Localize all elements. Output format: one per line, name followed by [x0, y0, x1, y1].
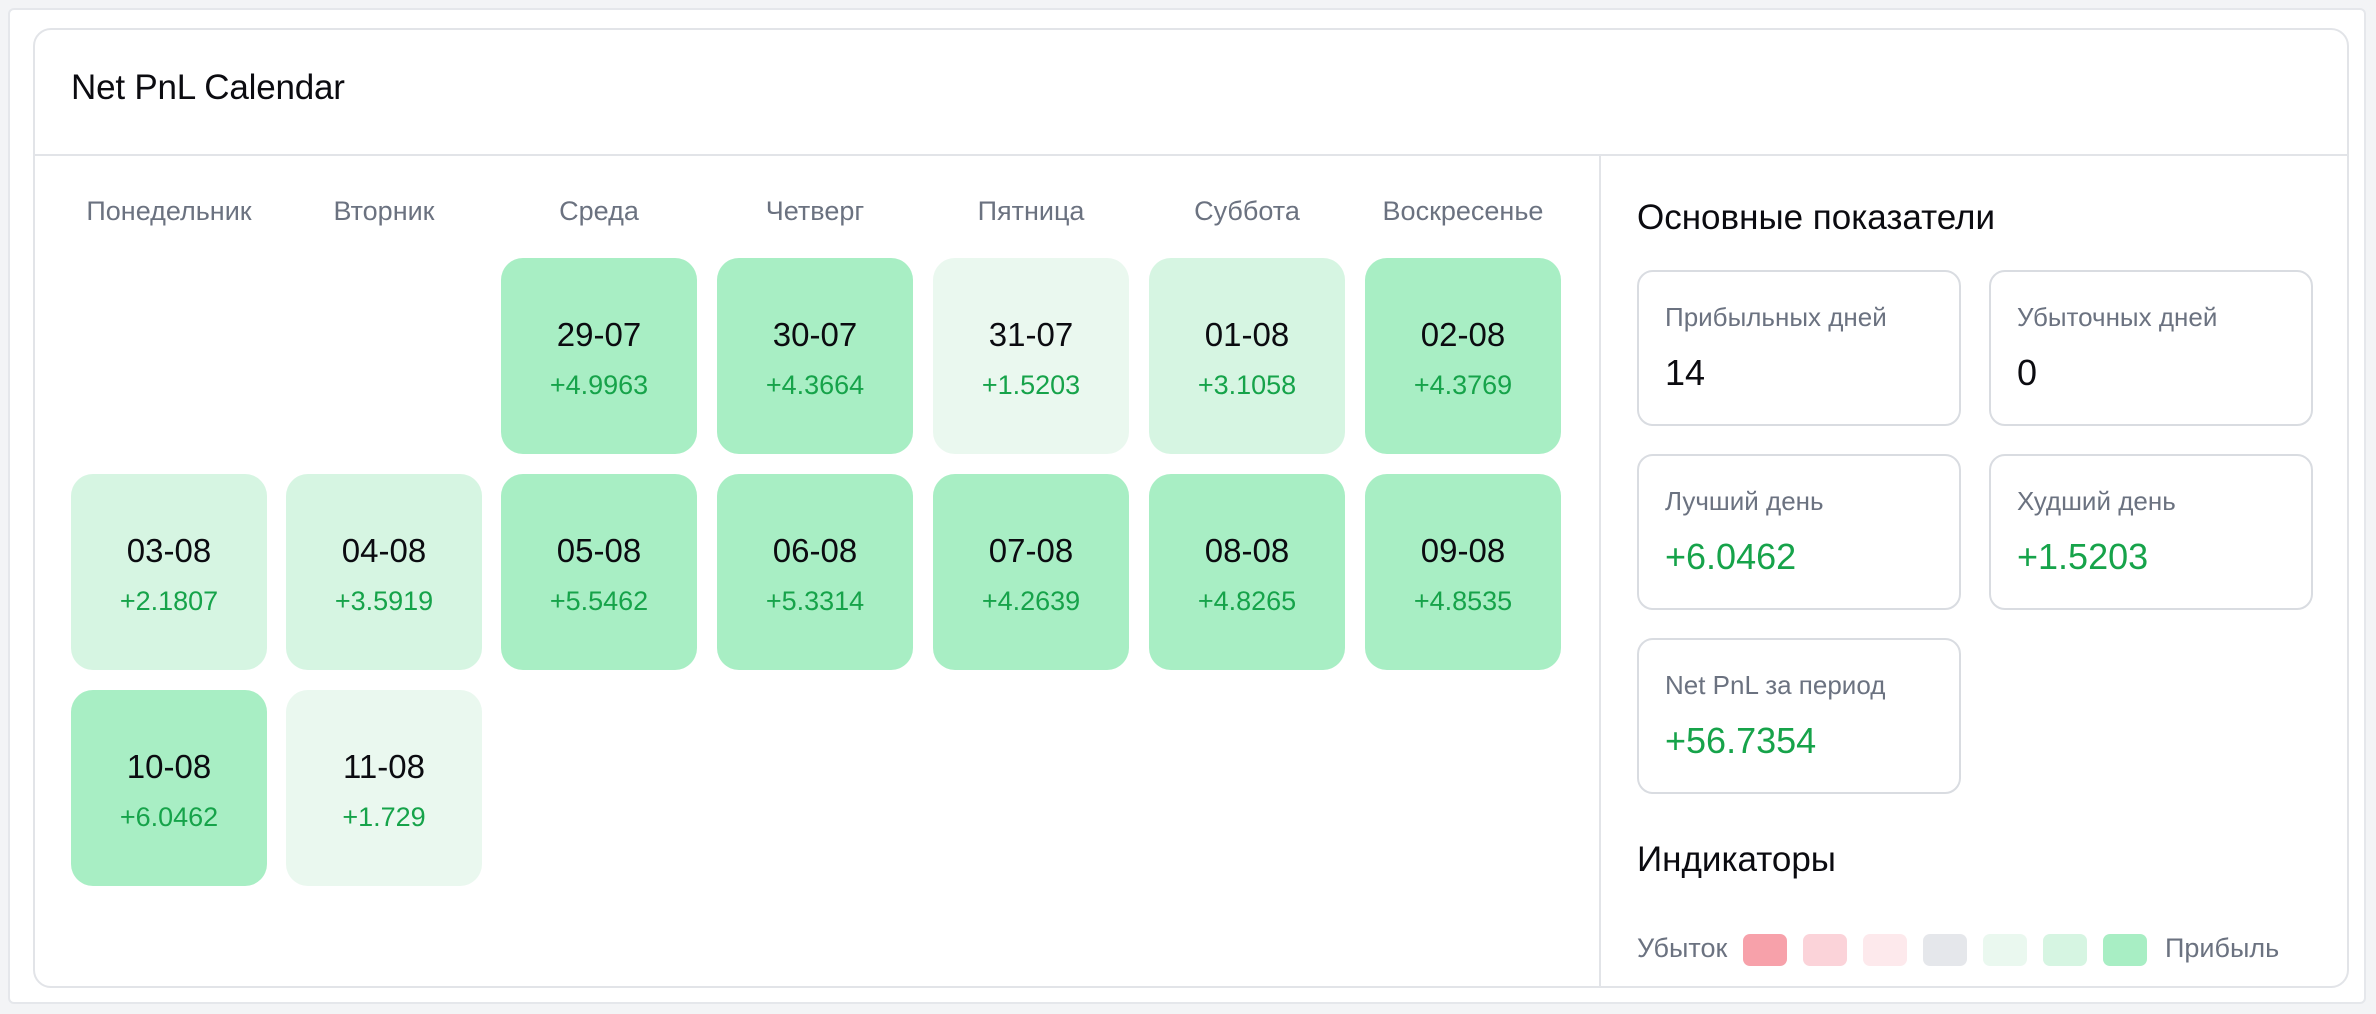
day-cell[interactable]: 10-08 +6.0462: [71, 690, 267, 886]
day-pnl: +4.9963: [549, 370, 649, 400]
stat-label: Лучший день: [1665, 486, 1824, 516]
legend-swatch: [2043, 934, 2087, 966]
pnl-calendar-card: Net PnL Calendar Понедельник Вторник Сре…: [33, 28, 2349, 988]
day-date: 07-08: [988, 532, 1074, 569]
day-cell[interactable]: 29-07 +4.9963: [501, 258, 697, 454]
legend-swatch: [2103, 934, 2147, 966]
day-date: 08-08: [1204, 532, 1290, 569]
legend-swatch: [1743, 934, 1787, 966]
legend-swatch: [1983, 934, 2027, 966]
stat-value: +1.5203: [2017, 536, 2149, 577]
day-pnl: +4.3664: [765, 370, 865, 400]
legend-profit-label: Прибыль: [2165, 933, 2280, 963]
day-cell[interactable]: 02-08 +4.3769: [1365, 258, 1561, 454]
weekday-label: Пятница: [977, 196, 1085, 226]
day-date: 03-08: [126, 532, 212, 569]
day-date: 06-08: [772, 532, 858, 569]
indicators-title: Индикаторы: [1637, 840, 1836, 879]
day-cell[interactable]: 31-07 +1.5203: [933, 258, 1129, 454]
weekday-label: Суббота: [1194, 196, 1300, 226]
day-pnl: +6.0462: [119, 802, 219, 832]
day-cell[interactable]: 05-08 +5.5462: [501, 474, 697, 670]
stat-label: Убыточных дней: [2017, 302, 2218, 332]
day-pnl: +2.1807: [119, 586, 219, 616]
day-cell[interactable]: 06-08 +5.3314: [717, 474, 913, 670]
legend-swatch: [1803, 934, 1847, 966]
card-title: Net PnL Calendar: [71, 68, 345, 107]
day-cell[interactable]: 03-08 +2.1807: [71, 474, 267, 670]
stat-label: Прибыльных дней: [1665, 302, 1887, 332]
day-cell[interactable]: 30-07 +4.3664: [717, 258, 913, 454]
day-pnl: +4.8535: [1413, 586, 1513, 616]
metrics-title: Основные показатели: [1637, 198, 1996, 237]
day-cell[interactable]: 04-08 +3.5919: [286, 474, 482, 670]
day-date: 04-08: [341, 532, 427, 569]
legend-swatch: [1863, 934, 1907, 966]
stat-value: +6.0462: [1665, 536, 1797, 577]
stat-losing-days: Убыточных дней 0: [1989, 270, 2313, 426]
day-pnl: +4.3769: [1413, 370, 1513, 400]
stat-profitable-days: Прибыльных дней 14: [1637, 270, 1961, 426]
stat-value: 14: [1665, 352, 1706, 393]
stat-worst-day: Худший день +1.5203: [1989, 454, 2313, 610]
stat-best-day: Лучший день +6.0462: [1637, 454, 1961, 610]
panel-divider: [1599, 156, 1601, 986]
day-cell[interactable]: 08-08 +4.8265: [1149, 474, 1345, 670]
day-date: 01-08: [1204, 316, 1290, 353]
day-pnl: +3.1058: [1197, 370, 1297, 400]
day-pnl: +4.2639: [981, 586, 1081, 616]
weekday-label: Воскресенье: [1382, 196, 1544, 226]
day-date: 09-08: [1420, 532, 1506, 569]
weekday-label: Вторник: [333, 196, 435, 226]
weekday-label: Среда: [559, 196, 639, 226]
day-date: 11-08: [343, 748, 425, 785]
day-date: 02-08: [1420, 316, 1506, 353]
day-date: 30-07: [772, 316, 858, 353]
day-pnl: +5.5462: [549, 586, 649, 616]
day-pnl: +1.729: [342, 802, 426, 832]
stat-net-pnl: Net PnL за период +56.7354: [1637, 638, 1961, 794]
stat-value: 0: [2017, 352, 2038, 393]
day-pnl: +3.5919: [334, 586, 434, 616]
weekday-label: Понедельник: [86, 196, 252, 226]
legend-swatch: [1923, 934, 1967, 966]
stat-value: +56.7354: [1665, 720, 1817, 761]
day-cell[interactable]: 11-08 +1.729: [286, 690, 482, 886]
weekday-label: Четверг: [765, 196, 865, 226]
legend-loss-label: Убыток: [1637, 933, 1728, 963]
day-pnl: +4.8265: [1197, 586, 1297, 616]
day-date: 05-08: [556, 532, 642, 569]
weekday-header: Понедельник Вторник Среда Четверг Пятниц…: [35, 156, 1599, 246]
day-date: 10-08: [126, 748, 212, 785]
day-cell[interactable]: 01-08 +3.1058: [1149, 258, 1345, 454]
day-date: 29-07: [556, 316, 642, 353]
card-header: Net PnL Calendar: [35, 30, 2347, 156]
day-cell[interactable]: 07-08 +4.2639: [933, 474, 1129, 670]
day-date: 31-07: [988, 316, 1074, 353]
stat-label: Худший день: [2017, 486, 2176, 516]
day-pnl: +1.5203: [981, 370, 1081, 400]
day-cell[interactable]: 09-08 +4.8535: [1365, 474, 1561, 670]
day-pnl: +5.3314: [765, 586, 865, 616]
stat-label: Net PnL за период: [1665, 670, 1886, 700]
